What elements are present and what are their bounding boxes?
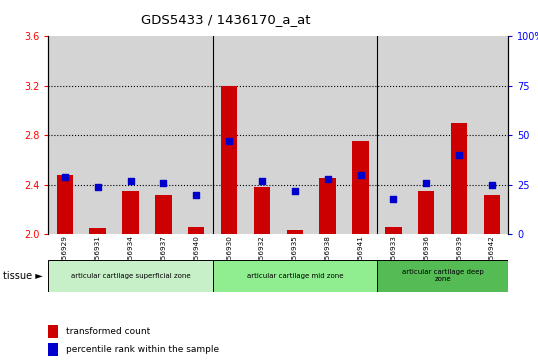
Bar [122, 191, 139, 234]
Text: percentile rank within the sample: percentile rank within the sample [66, 345, 219, 354]
FancyBboxPatch shape [377, 260, 508, 292]
FancyBboxPatch shape [48, 260, 213, 292]
Point [487, 182, 496, 188]
Text: articular cartilage deep
zone: articular cartilage deep zone [402, 269, 484, 282]
Bar [48, 343, 58, 356]
FancyBboxPatch shape [213, 260, 377, 292]
Bar [48, 325, 58, 338]
Bar [89, 228, 106, 234]
Bar [221, 86, 237, 234]
Point [61, 174, 69, 180]
Bar [254, 187, 270, 234]
Point [94, 184, 102, 189]
Bar [188, 227, 204, 234]
Text: transformed count: transformed count [66, 327, 150, 336]
Point [422, 180, 430, 185]
Bar [287, 231, 303, 234]
Text: articular cartilage mid zone: articular cartilage mid zone [246, 273, 343, 279]
Point [291, 188, 299, 193]
Text: GDS5433 / 1436170_a_at: GDS5433 / 1436170_a_at [141, 13, 311, 26]
Bar [451, 123, 468, 234]
Point [455, 152, 463, 158]
Bar [320, 179, 336, 234]
Point [389, 196, 398, 201]
Point [225, 138, 233, 144]
Text: articular cartilage superficial zone: articular cartilage superficial zone [71, 273, 190, 279]
Point [159, 180, 168, 185]
Bar [56, 175, 73, 234]
Text: tissue ►: tissue ► [3, 271, 43, 281]
Point [126, 178, 135, 184]
Bar [385, 227, 402, 234]
Bar [155, 195, 172, 234]
Bar [352, 142, 369, 234]
Point [258, 178, 266, 184]
Bar [418, 191, 435, 234]
Bar [484, 195, 500, 234]
Point [323, 176, 332, 182]
Point [356, 172, 365, 178]
Point [192, 192, 201, 197]
